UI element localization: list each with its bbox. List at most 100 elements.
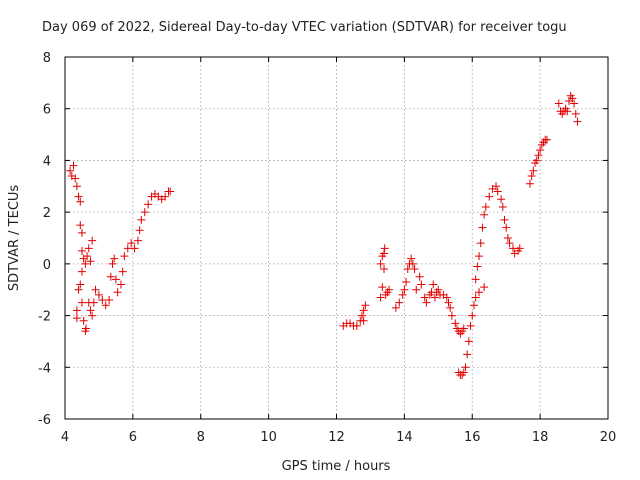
y-tick-label: 2 xyxy=(43,206,51,221)
data-point xyxy=(493,187,502,196)
data-point xyxy=(105,296,114,305)
y-tick-label: -6 xyxy=(38,413,51,428)
data-point xyxy=(400,285,409,294)
data-point xyxy=(475,252,484,261)
data-point xyxy=(359,306,368,315)
data-point xyxy=(111,275,120,284)
data-point xyxy=(72,314,81,323)
data-point xyxy=(395,298,404,307)
data-point xyxy=(459,324,468,333)
data-point xyxy=(498,202,507,211)
data-point xyxy=(503,234,512,242)
data-point xyxy=(140,208,149,217)
data-point xyxy=(81,259,90,268)
data-point xyxy=(71,174,80,183)
data-point xyxy=(106,272,115,281)
data-point xyxy=(88,236,97,245)
data-markers xyxy=(66,91,582,380)
data-point xyxy=(573,117,582,126)
y-tick-label: 6 xyxy=(43,103,51,118)
x-tick-label: 12 xyxy=(328,430,345,445)
data-point xyxy=(473,262,482,271)
data-point xyxy=(376,259,385,268)
x-tick-label: 10 xyxy=(260,430,277,445)
data-point xyxy=(478,223,487,232)
data-point xyxy=(376,293,385,302)
data-point xyxy=(515,244,524,253)
data-point xyxy=(471,275,480,284)
data-point xyxy=(84,244,93,253)
data-point xyxy=(459,368,468,377)
data-point xyxy=(116,280,125,289)
data-point xyxy=(469,301,478,310)
x-tick-label: 18 xyxy=(532,430,549,445)
data-point xyxy=(83,252,92,261)
data-point xyxy=(497,195,506,204)
x-tick-label: 20 xyxy=(600,430,617,445)
y-tick-label: 4 xyxy=(43,154,51,169)
y-axis-label: SDTVAR / TECUs xyxy=(7,185,22,292)
data-point xyxy=(476,239,485,248)
data-point xyxy=(89,298,98,307)
data-point xyxy=(352,321,361,330)
data-point xyxy=(463,350,472,359)
data-point xyxy=(475,288,484,297)
data-point xyxy=(500,215,509,224)
data-point xyxy=(135,226,144,235)
data-point xyxy=(471,293,480,302)
data-point xyxy=(385,285,394,294)
data-point xyxy=(492,182,501,191)
data-point xyxy=(380,249,389,258)
data-point xyxy=(542,135,551,144)
data-point xyxy=(91,285,100,294)
tick-labels: 4 6 8 10 12 14 16 18 20 -6 -4 -2 0 2 4 6 8 xyxy=(38,51,616,445)
data-point xyxy=(74,192,83,201)
data-point xyxy=(74,285,83,294)
x-tick-label: 4 xyxy=(61,430,69,445)
data-point xyxy=(508,244,517,253)
x-tick-label: 8 xyxy=(197,430,205,445)
data-point xyxy=(82,324,91,333)
data-point xyxy=(72,182,81,191)
data-point xyxy=(563,107,572,116)
data-point xyxy=(133,236,142,245)
data-point xyxy=(137,215,146,224)
data-point xyxy=(527,171,536,180)
data-point xyxy=(554,99,563,108)
data-point xyxy=(380,244,389,253)
data-point xyxy=(77,267,86,276)
data-point xyxy=(408,259,417,268)
data-point xyxy=(359,316,368,325)
data-point xyxy=(442,293,451,302)
data-point xyxy=(77,246,86,255)
data-point xyxy=(378,283,387,292)
x-axis-label: GPS time / hours xyxy=(282,459,391,474)
data-point xyxy=(127,239,136,248)
data-point xyxy=(485,192,494,201)
data-point xyxy=(502,223,511,232)
data-point xyxy=(451,319,460,328)
data-point xyxy=(113,288,122,297)
data-point xyxy=(403,265,412,274)
data-point xyxy=(429,280,438,289)
data-point xyxy=(446,303,455,312)
data-point xyxy=(466,321,475,330)
axis-ticks xyxy=(64,56,609,420)
data-point xyxy=(570,99,579,108)
data-point xyxy=(166,187,175,196)
data-point xyxy=(108,259,117,268)
data-point xyxy=(447,311,456,320)
data-point xyxy=(86,306,95,315)
data-point xyxy=(417,280,426,289)
data-point xyxy=(98,296,107,305)
x-tick-label: 6 xyxy=(129,430,137,445)
data-point xyxy=(407,254,416,263)
chart-title: Day 069 of 2022, Sidereal Day-to-day VTE… xyxy=(42,20,567,35)
data-point xyxy=(69,161,78,170)
data-point xyxy=(402,277,411,286)
data-point xyxy=(398,290,407,299)
y-tick-label: 0 xyxy=(43,258,51,273)
data-point xyxy=(422,298,431,307)
data-point xyxy=(361,301,370,310)
